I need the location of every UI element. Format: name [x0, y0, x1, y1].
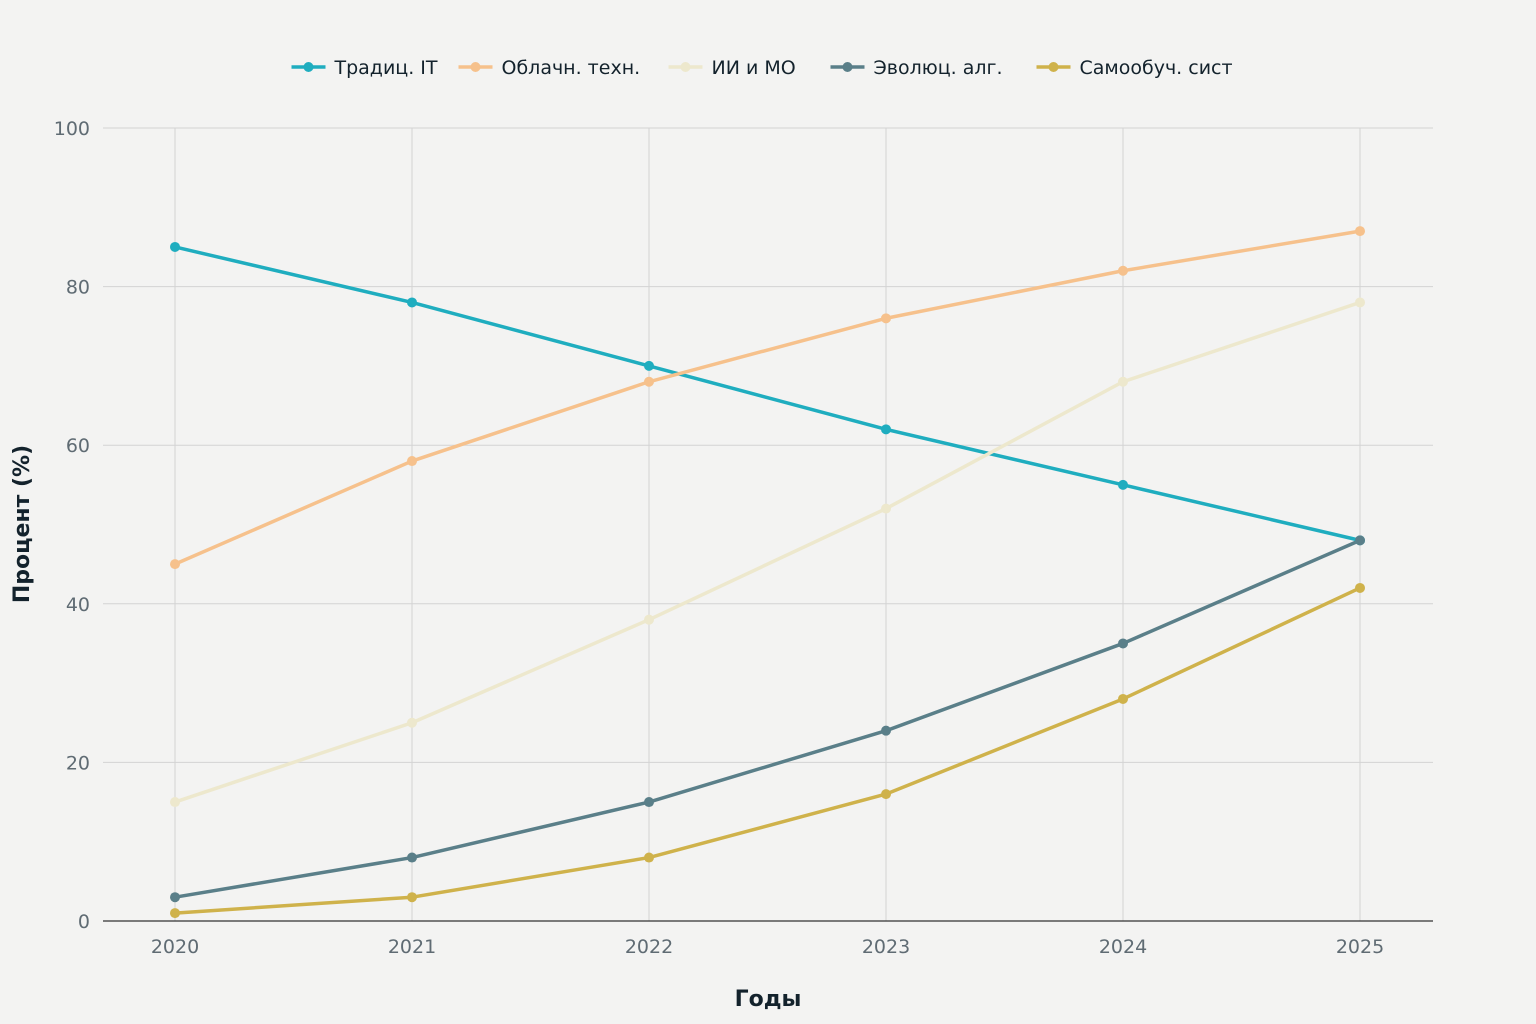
y-tick-label: 60	[66, 435, 90, 457]
legend[interactable]: Традиц. IT Облачн. техн. ИИ и МО Эволюц. ал…	[291, 57, 1233, 79]
data-point	[644, 614, 654, 625]
data-point	[407, 456, 417, 467]
legend-label: Самообуч. сист	[1080, 57, 1233, 79]
data-point	[881, 313, 891, 324]
data-point	[881, 424, 891, 435]
data-point	[1355, 297, 1365, 308]
y-tick-label: 80	[66, 277, 90, 299]
data-point	[170, 559, 180, 570]
legend-swatch-marker	[470, 62, 481, 72]
legend-item[interactable]: Самообуч. сист	[1036, 57, 1233, 79]
x-tick-label: 2024	[1099, 936, 1147, 958]
data-point	[644, 360, 654, 371]
data-point	[1355, 535, 1365, 546]
data-point	[1118, 693, 1128, 704]
legend-item[interactable]: Традиц. IT	[291, 57, 438, 79]
series-line	[173, 586, 1362, 915]
data-point	[407, 892, 417, 903]
y-axis-title: Процент (%)	[10, 445, 35, 603]
data-point	[644, 852, 654, 863]
x-tick-label: 2022	[625, 936, 673, 958]
data-point	[1355, 582, 1365, 593]
legend-item[interactable]: ИИ и МО	[668, 57, 796, 79]
axes: 2020 2021 2022 2023 2024 2025 0 20 40 60 80 100	[54, 118, 1433, 958]
legend-label: ИИ и МО	[712, 57, 796, 79]
x-axis-title: Годы	[735, 987, 802, 1012]
legend-item[interactable]: Облачн. техн.	[458, 57, 641, 79]
data-point	[407, 297, 417, 308]
data-point	[170, 797, 180, 808]
data-point	[881, 503, 891, 514]
data-point	[1118, 479, 1128, 490]
data-point	[1118, 638, 1128, 649]
legend-swatch-marker	[680, 62, 691, 72]
legend-label: Эволюц. алг.	[874, 57, 1003, 79]
data-point	[170, 241, 180, 252]
series-line	[173, 245, 1362, 543]
data-point	[170, 892, 180, 903]
data-point	[644, 797, 654, 808]
data-point	[407, 717, 417, 728]
series-line	[173, 229, 1362, 566]
series-line	[173, 300, 1362, 804]
legend-swatch-marker	[1048, 62, 1059, 72]
data-point	[1355, 226, 1365, 237]
x-tick-label: 2023	[862, 936, 910, 958]
data-point	[170, 908, 180, 919]
series-line	[173, 538, 1362, 899]
y-tick-label: 40	[66, 594, 90, 616]
legend-label: Традиц. IT	[334, 57, 438, 79]
y-tick-label: 100	[54, 118, 90, 140]
data-point	[1118, 265, 1128, 276]
grid-lines	[103, 127, 1433, 921]
series-lines	[173, 229, 1362, 915]
data-point	[1118, 376, 1128, 387]
data-point	[644, 376, 654, 387]
legend-label: Облачн. техн.	[502, 57, 641, 79]
legend-swatch-marker	[842, 62, 853, 72]
y-tick-label: 0	[78, 911, 90, 933]
x-tick-label: 2025	[1336, 936, 1384, 958]
legend-swatch-marker	[303, 62, 314, 72]
y-tick-label: 20	[66, 752, 90, 774]
x-tick-label: 2021	[388, 936, 436, 958]
data-point	[407, 852, 417, 863]
data-point	[881, 789, 891, 800]
legend-item[interactable]: Эволюц. алг.	[830, 57, 1003, 79]
series-points	[170, 226, 1365, 919]
data-point	[881, 725, 891, 736]
x-tick-label: 2020	[151, 936, 199, 958]
